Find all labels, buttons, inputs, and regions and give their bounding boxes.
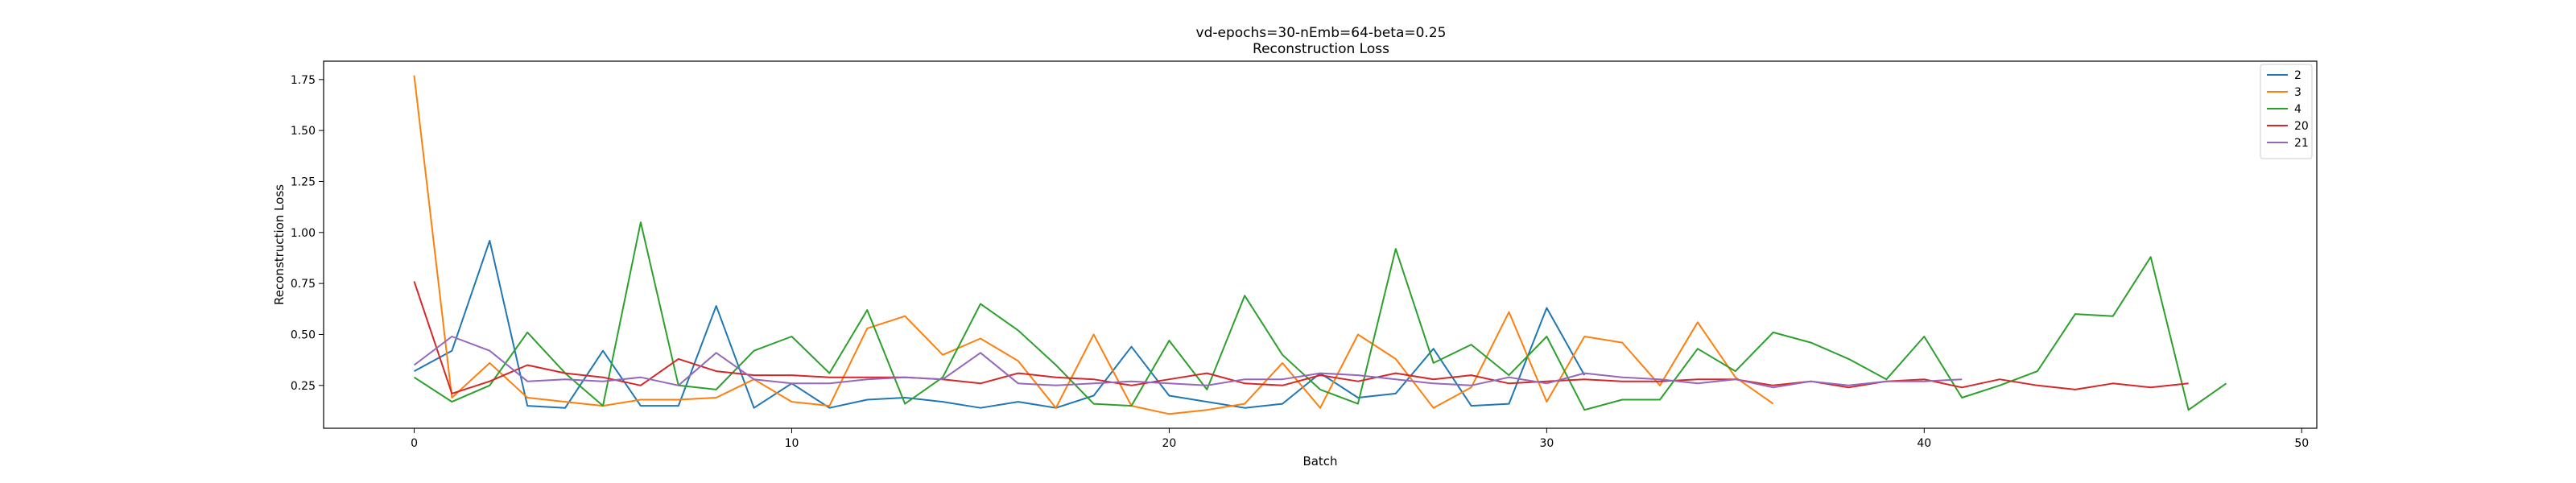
series-line-3	[413, 75, 1774, 415]
series-line-21	[413, 336, 1963, 389]
chart-subtitle: Reconstruction Loss	[1253, 41, 1389, 57]
legend: 2 3 4 20 21	[2260, 64, 2313, 159]
x-tick-label: 40	[1917, 437, 1931, 450]
x-axis-ticks: 0 10 20 30 40 50	[411, 428, 2309, 450]
y-tick-label: 0.50	[291, 328, 316, 341]
y-tick-label: 0.25	[291, 380, 316, 393]
x-tick-label: 0	[411, 437, 418, 450]
x-tick-label: 50	[2294, 437, 2309, 450]
legend-box	[2260, 64, 2313, 159]
x-axis-label: Batch	[1302, 454, 1337, 469]
x-tick-label: 20	[1162, 437, 1177, 450]
series-line-4	[413, 221, 2227, 411]
y-tick-label: 0.75	[291, 278, 316, 291]
legend-label-3: 3	[2294, 86, 2301, 99]
y-tick-label: 1.00	[291, 227, 316, 240]
series-line-2	[414, 239, 1586, 409]
legend-label-20: 20	[2294, 120, 2309, 133]
y-tick-label: 1.75	[291, 74, 316, 87]
x-tick-label: 30	[1539, 437, 1554, 450]
chart-title: vd-epochs=30-nEmb=64-beta=0.25	[1196, 25, 1447, 41]
legend-label-2: 2	[2294, 69, 2301, 82]
y-tick-label: 1.25	[291, 175, 316, 188]
legend-label-21: 21	[2294, 137, 2309, 150]
y-axis-label: Reconstruction Loss	[272, 184, 287, 305]
series-layer	[413, 75, 2227, 415]
x-tick-label: 10	[785, 437, 799, 450]
y-tick-label: 1.50	[291, 125, 316, 138]
y-axis-ticks: 0.25 0.50 0.75 1.00 1.25 1.50 1.75	[291, 74, 324, 393]
plot-frame	[323, 60, 2318, 429]
legend-label-4: 4	[2294, 103, 2301, 116]
